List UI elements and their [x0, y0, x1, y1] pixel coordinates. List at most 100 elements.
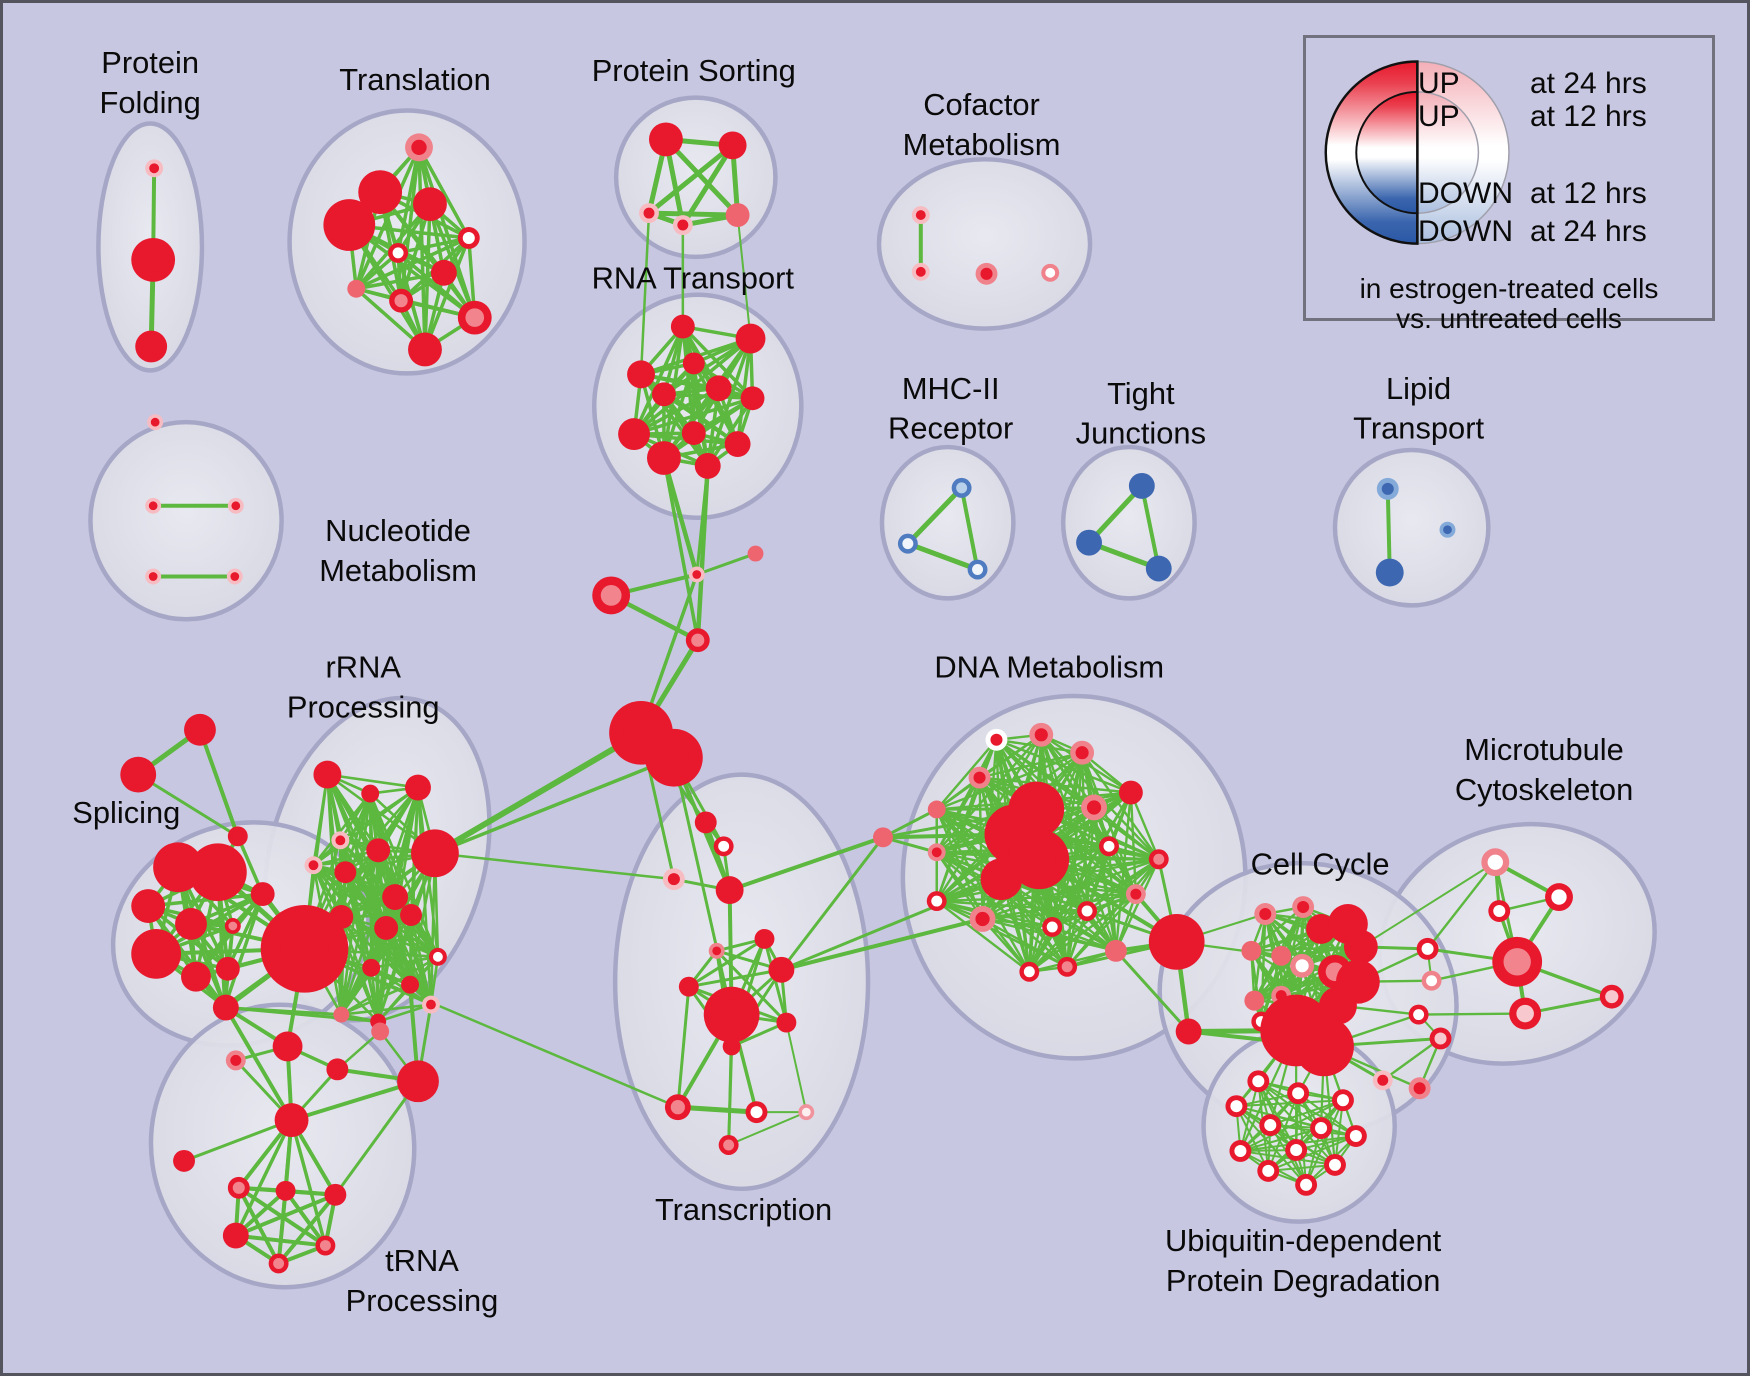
node-u8 — [1229, 1140, 1252, 1162]
node-inner-disk — [1023, 966, 1035, 978]
node-m2 — [897, 533, 918, 554]
node-inner-disk — [667, 873, 680, 886]
network-edge — [376, 1003, 433, 1023]
node-t1 — [405, 133, 433, 162]
node-tc6 — [708, 942, 725, 959]
node-tn8 — [227, 1176, 250, 1199]
node-mt3 — [1488, 900, 1511, 922]
network-edge — [1239, 1149, 1336, 1166]
node-c3 — [975, 262, 998, 285]
legend-footer-line2: vs. untreated cells — [1396, 303, 1622, 334]
node-inner-disk — [421, 840, 449, 867]
network-edge — [194, 892, 265, 979]
node-cc8 — [1290, 953, 1315, 978]
cluster-label-mhc-ii-receptor-line2: Receptor — [888, 411, 1013, 446]
node-inner-disk — [1181, 1024, 1196, 1039]
legend-circle-glyph — [1324, 60, 1510, 245]
network-edge — [959, 485, 980, 572]
node-inner-disk — [420, 194, 440, 214]
cluster-ellipse-nucleotide-metabolism — [88, 419, 284, 622]
cluster-label-tight-junctions-line1: Tight — [1107, 376, 1175, 411]
network-edge — [1267, 1163, 1336, 1172]
node-d19 — [1057, 956, 1078, 977]
node-inner-disk — [232, 830, 244, 842]
node-tn12 — [315, 1235, 336, 1256]
network-edge — [727, 1111, 808, 1146]
node-pf3 — [135, 330, 168, 363]
node-inner-disk — [1336, 1094, 1349, 1107]
node-inner-disk — [1312, 920, 1330, 938]
node-m1 — [951, 477, 972, 498]
node-inner-disk — [379, 921, 393, 935]
cluster-label-trna-processing-line1: tRNA — [385, 1243, 459, 1278]
cluster-label-translation: Translation — [339, 62, 491, 97]
cluster-label-nucleotide-metabolism-line2: Metabolism — [319, 553, 477, 588]
node-tc1 — [694, 811, 717, 834]
node-inner-disk — [150, 417, 160, 427]
node-inner-disk — [1381, 482, 1394, 495]
node-rr15 — [401, 975, 419, 994]
node-inner-disk — [625, 425, 643, 443]
node-tn6 — [397, 1060, 439, 1103]
node-inner-disk — [1046, 921, 1058, 933]
node-inner-disk — [365, 788, 376, 799]
node-t9 — [389, 288, 414, 313]
node-inner-disk — [230, 1054, 242, 1066]
node-sp8 — [181, 961, 211, 992]
cluster-label-ubiquitin-degradation-line2: Protein Degradation — [1166, 1263, 1440, 1298]
network-edge — [632, 324, 685, 436]
network-edge — [995, 738, 1160, 861]
network-edge — [981, 858, 1160, 921]
node-tn10 — [324, 1183, 347, 1206]
node-inner-disk — [415, 340, 435, 359]
node-t10 — [457, 300, 492, 335]
node-inner-disk — [335, 835, 346, 846]
node-inner-disk — [956, 482, 968, 494]
node-inner-disk — [319, 766, 336, 783]
network-edge — [978, 776, 1160, 861]
node-d7 — [1081, 794, 1107, 821]
node-inner-disk — [228, 1228, 243, 1243]
node-r4 — [682, 352, 705, 375]
node-inner-disk — [931, 847, 942, 858]
network-edge — [730, 1021, 788, 1048]
node-n2 — [145, 497, 162, 514]
node-sc — [227, 826, 248, 847]
node-cw3 — [1408, 1004, 1429, 1025]
node-tn2 — [272, 1031, 303, 1062]
node-inner-disk — [231, 501, 241, 511]
network-edge — [289, 1079, 420, 1123]
node-inner-disk — [1252, 1075, 1265, 1088]
cluster-label-protein-folding-line1: Protein — [101, 45, 199, 80]
node-mt1 — [1481, 848, 1510, 877]
node-inner-disk — [1153, 853, 1165, 865]
node-inner-disk — [980, 267, 993, 280]
node-inner-disk — [232, 1181, 245, 1194]
node-inner-disk — [687, 426, 701, 440]
node-u5 — [1259, 1114, 1282, 1137]
node-inner-disk — [670, 1100, 685, 1115]
node-inner-disk — [329, 1188, 342, 1201]
network-edge — [1114, 858, 1160, 953]
node-inner-disk — [187, 968, 205, 985]
node-u9 — [1285, 1139, 1308, 1161]
legend-row4-label: DOWN — [1418, 215, 1513, 248]
legend-row2-time: at 12 hrs — [1530, 100, 1647, 133]
node-t3 — [413, 187, 447, 222]
node-cw2 — [1421, 970, 1442, 991]
node-t2 — [358, 170, 403, 215]
node-inner-disk — [142, 940, 170, 968]
node-sb — [120, 756, 157, 793]
legend-row2-label: UP — [1418, 100, 1460, 133]
node-tc11 — [664, 1094, 691, 1121]
node-u12 — [1295, 1173, 1318, 1196]
node-u10 — [1324, 1153, 1346, 1176]
node-inner-disk — [1295, 959, 1309, 973]
legend-row3-time: at 12 hrs — [1530, 177, 1647, 210]
node-tc5 — [754, 928, 775, 949]
node-inner-disk — [750, 1106, 763, 1119]
network-edge — [881, 807, 939, 839]
network-edge — [727, 835, 885, 893]
node-inner-disk — [1421, 942, 1434, 955]
node-r11 — [646, 441, 681, 475]
